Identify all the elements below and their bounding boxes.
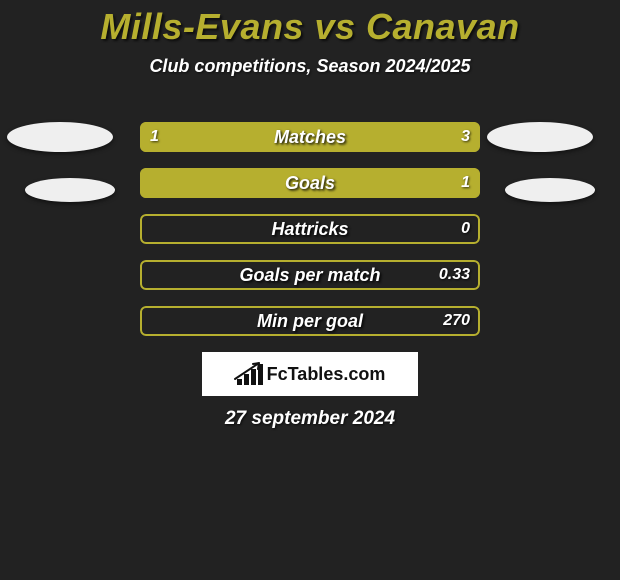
subtitle: Club competitions, Season 2024/2025 <box>0 56 620 77</box>
stat-row: Min per goal270 <box>0 304 620 350</box>
decorative-ellipse <box>25 178 115 202</box>
stat-value-right: 270 <box>443 306 470 336</box>
stat-row: Goals per match0.33 <box>0 258 620 304</box>
stat-bar: Hattricks <box>140 214 480 244</box>
logo-chart-icon <box>235 363 263 385</box>
stat-bar: Min per goal <box>140 306 480 336</box>
stat-bar: Goals <box>140 168 480 198</box>
stat-value-right: 1 <box>461 168 470 198</box>
stat-bar: Matches <box>140 122 480 152</box>
decorative-ellipse <box>505 178 595 202</box>
stat-bar: Goals per match <box>140 260 480 290</box>
stat-label: Min per goal <box>140 306 480 336</box>
stat-label: Goals <box>140 168 480 198</box>
stat-label: Matches <box>140 122 480 152</box>
logo-text: FcTables.com <box>267 364 386 385</box>
stat-value-right: 3 <box>461 122 470 152</box>
date-text: 27 september 2024 <box>0 408 620 430</box>
logo-badge: FcTables.com <box>202 352 418 396</box>
decorative-ellipse <box>487 122 593 152</box>
stat-row: Hattricks0 <box>0 212 620 258</box>
decorative-ellipse <box>7 122 113 152</box>
stat-label: Goals per match <box>140 260 480 290</box>
page-title: Mills-Evans vs Canavan <box>0 0 620 48</box>
comparison-infographic: Mills-Evans vs Canavan Club competitions… <box>0 0 620 580</box>
stat-value-right: 0 <box>461 214 470 244</box>
stat-value-left: 1 <box>150 122 159 152</box>
stat-rows: Matches13Goals1Hattricks0Goals per match… <box>0 120 620 350</box>
stat-value-right: 0.33 <box>439 260 470 290</box>
stat-label: Hattricks <box>140 214 480 244</box>
